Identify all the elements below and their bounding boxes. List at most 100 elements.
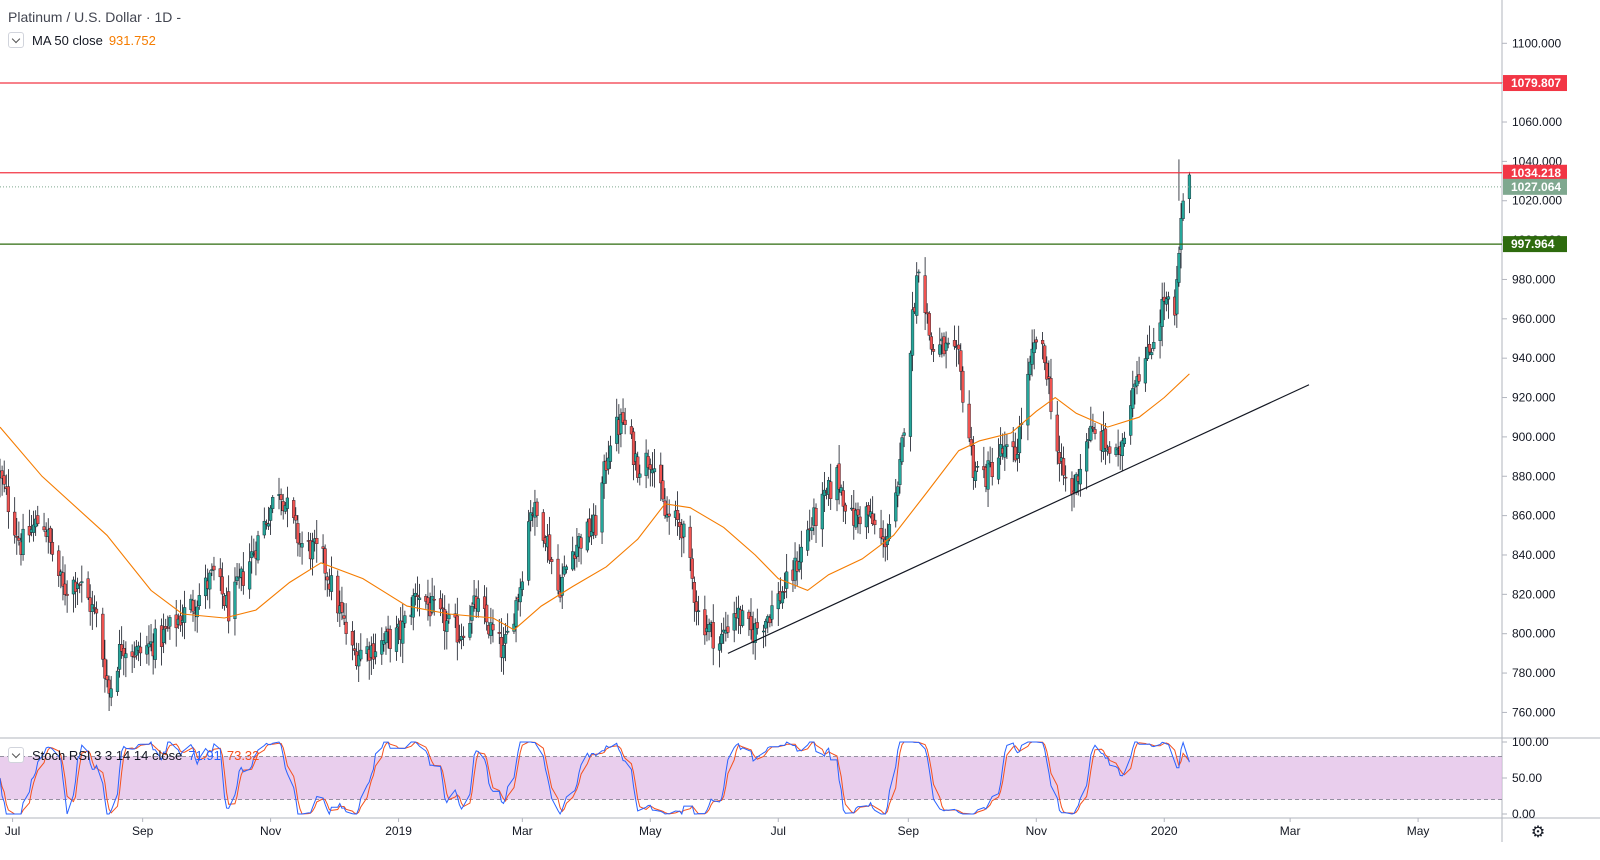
candle-body: [961, 370, 965, 403]
candle-body: [694, 601, 699, 612]
candle-body: [931, 349, 936, 352]
candle-body: [967, 403, 971, 439]
ma-label[interactable]: MA 50 close: [32, 32, 103, 48]
candle-body: [908, 352, 913, 437]
candle-body: [602, 461, 606, 484]
stoch-label[interactable]: Stoch RSI 3 3 14 14 close: [32, 747, 183, 763]
candle-body: [296, 523, 300, 544]
candle-body: [1026, 373, 1030, 426]
candle-body: [269, 507, 273, 521]
candle-body: [636, 456, 640, 478]
candle-body: [550, 559, 554, 562]
candle-body: [80, 581, 84, 584]
time-tick-label: Sep: [132, 824, 154, 838]
candle-body: [441, 607, 445, 610]
candle-body: [191, 600, 195, 612]
candle-body: [380, 640, 384, 655]
candle-body: [48, 527, 52, 543]
candle-body: [153, 628, 157, 660]
candle-body: [629, 426, 634, 435]
price-pane[interactable]: [0, 82, 1502, 712]
candle-body: [1179, 218, 1183, 250]
support-line-label-bg: [1503, 236, 1567, 253]
candle-body: [696, 610, 701, 612]
resistance-line-high-label-bg: [1503, 75, 1567, 92]
candle-body: [717, 643, 722, 651]
candle-body: [21, 528, 25, 556]
candle-body: [606, 457, 610, 470]
candle-body: [248, 561, 252, 590]
candle-body: [1011, 441, 1015, 448]
candle-body: [124, 653, 128, 659]
candle-body: [1181, 200, 1185, 219]
candle-body: [373, 651, 378, 658]
candle-body: [453, 613, 457, 618]
candle-body: [782, 591, 787, 593]
candle-body: [323, 548, 327, 574]
candle-body: [1131, 388, 1135, 409]
candle-body: [1175, 279, 1179, 315]
legend-trail: -: [176, 9, 182, 25]
last-price-line-label-bg: [1503, 178, 1567, 195]
candle-body: [235, 576, 239, 581]
candle-body: [764, 620, 768, 629]
candle-body: [910, 309, 915, 356]
stoch-collapse-button[interactable]: [8, 747, 24, 763]
candle-body: [138, 646, 143, 654]
time-tick-label: 2020: [1151, 824, 1178, 838]
candle-body: [352, 648, 357, 651]
candle-body: [975, 466, 980, 468]
ma-collapse-button[interactable]: [8, 32, 24, 48]
candle-body: [485, 604, 489, 623]
candle-body: [501, 645, 506, 659]
candle-body: [652, 468, 657, 473]
candle-body: [780, 592, 785, 604]
candle-body: [344, 621, 348, 634]
candle-body: [969, 439, 973, 447]
candle-body: [638, 473, 642, 478]
price-tick-label: 960.000: [1512, 312, 1556, 326]
candle-body: [768, 617, 772, 624]
candle-body: [986, 460, 990, 490]
price-tick-label: 840.000: [1512, 548, 1556, 562]
candle-body: [63, 583, 67, 595]
price-tick-label: 880.000: [1512, 469, 1556, 483]
candle-body: [678, 521, 682, 527]
resistance-line-label: 1034.218: [1511, 166, 1561, 180]
candle-body: [571, 551, 575, 570]
ascending-trendline[interactable]: [727, 384, 1310, 654]
candle-body: [300, 543, 304, 548]
candle-body: [168, 617, 172, 627]
candle-body: [944, 342, 948, 351]
stoch-rsi-pane[interactable]: [0, 740, 1502, 816]
candle-body: [162, 629, 166, 644]
candle-body: [417, 597, 422, 600]
symbol-name[interactable]: Platinum / U.S. Dollar: [8, 9, 142, 25]
candle-body: [1120, 440, 1124, 457]
stoch-tick-label: 0.00: [1512, 807, 1536, 821]
candle-body: [241, 571, 245, 586]
gear-icon[interactable]: ⚙: [1530, 824, 1546, 841]
candle-body: [1177, 253, 1181, 283]
candle-body: [262, 520, 266, 536]
candle-body: [195, 606, 199, 618]
candle-body: [661, 480, 665, 500]
candle-body: [1017, 426, 1022, 454]
interval-label[interactable]: 1D: [154, 9, 173, 25]
stoch-k-value: 71.91: [188, 747, 221, 763]
candle-body: [594, 515, 598, 536]
candle-body: [732, 613, 736, 631]
candle-body: [94, 608, 99, 614]
candle-body: [682, 523, 686, 538]
stoch-d-value: 73.32: [226, 747, 260, 763]
candle-body: [1085, 441, 1089, 472]
candle-body: [829, 481, 833, 499]
candle-body: [864, 506, 868, 528]
candle-body: [929, 336, 934, 350]
candle-body: [707, 624, 711, 633]
candle-body: [2, 475, 6, 485]
candle-body: [455, 615, 459, 643]
candle-body: [814, 507, 818, 526]
